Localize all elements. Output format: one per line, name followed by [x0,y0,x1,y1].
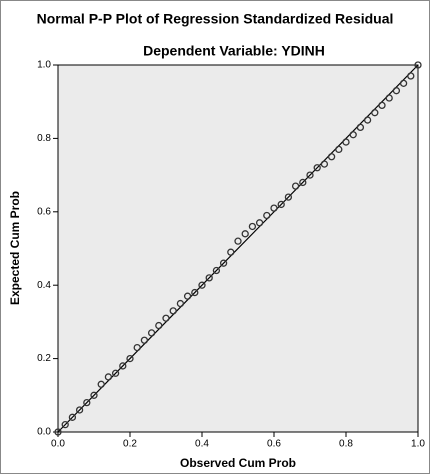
x-tick-label: 0.8 [339,439,353,450]
y-tick-label: 1.0 [37,60,51,71]
point [399,79,408,87]
point [342,138,350,146]
point [133,343,141,352]
point [219,259,228,267]
point [385,94,393,102]
point [119,362,127,370]
x-tick-label: 0.6 [267,439,281,450]
y-axis-label: Expected Cum Prob [8,191,22,305]
point [335,145,343,154]
y-tick-label: 0.0 [37,427,51,438]
chart-title: Normal P-P Plot of Regression Standardiz… [37,11,394,27]
point [169,307,177,315]
point [176,299,185,308]
point [140,336,149,344]
chart-subtitle: Dependent Variable: YDINH [143,43,325,59]
point [313,164,321,172]
x-tick-label: 0.2 [123,439,137,450]
point [371,109,379,117]
point [414,61,422,69]
point [284,193,293,201]
y-tick-label: 0.4 [37,280,51,291]
point [104,373,113,381]
point [90,391,98,399]
point [327,153,336,161]
point [126,354,134,363]
point [75,406,84,414]
point [248,222,257,231]
point [291,182,300,190]
point [97,380,105,388]
x-tick-label: 0.0 [51,439,65,450]
point [270,204,278,212]
point [191,288,199,297]
point [241,230,249,238]
point [320,160,329,168]
point [306,171,314,179]
point [61,421,69,429]
point [263,211,271,220]
point [255,219,264,227]
point [205,274,213,282]
point [68,413,77,421]
x-tick-label: 1.0 [411,439,425,450]
point [83,398,91,407]
point [392,87,401,95]
point [54,428,62,436]
point [227,248,235,256]
y-tick-label: 0.8 [37,133,51,144]
point [111,369,120,377]
point [363,116,372,124]
y-tick-label: 0.6 [37,206,51,217]
point [349,131,357,139]
x-tick-label: 0.4 [195,439,209,450]
point [162,314,170,322]
point [234,237,242,245]
point [356,123,365,132]
x-axis-label: Observed Cum Prob [180,456,296,470]
point [212,266,221,275]
point [378,101,386,110]
point [198,281,206,289]
y-tick-label: 0.2 [37,353,51,364]
point [183,292,192,300]
point [277,200,285,209]
point [299,178,307,187]
point [407,72,415,80]
point [155,321,163,330]
point [147,329,156,337]
